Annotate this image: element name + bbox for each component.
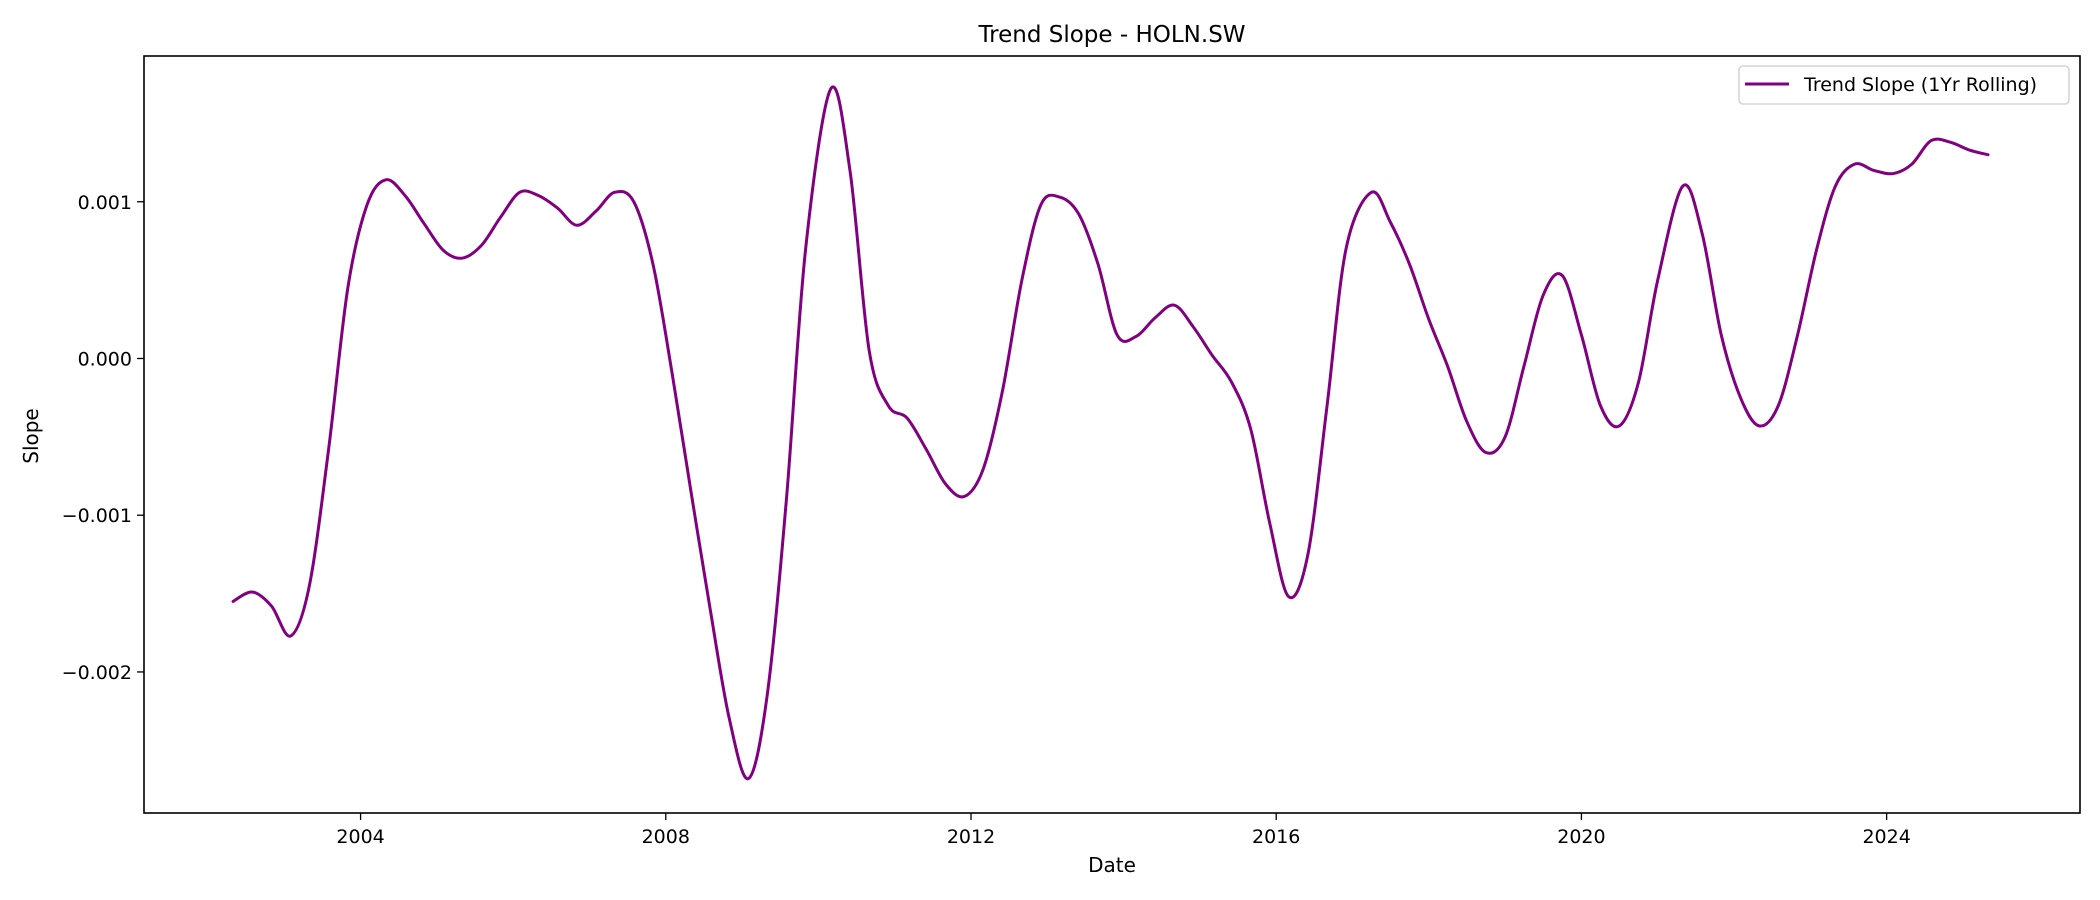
legend-box xyxy=(1738,65,2070,105)
x-tick-label: 2004 xyxy=(336,826,384,848)
x-tick-label: 2012 xyxy=(947,826,995,848)
y-tick-label: 0.000 xyxy=(78,348,132,370)
x-axis-ticks: 2004 2008 2012 2016 2020 2024 xyxy=(336,813,1911,848)
x-axis-label: Date xyxy=(1088,853,1136,877)
x-tick-label: 2024 xyxy=(1862,826,1910,848)
y-tick-label: 0.001 xyxy=(78,192,132,214)
chart-title: Trend Slope - HOLN.SW xyxy=(977,22,1245,48)
x-tick-label: 2020 xyxy=(1557,826,1605,848)
y-axis-ticks: 0.001 0.000 −0.001 −0.002 xyxy=(62,192,144,684)
plot-frame xyxy=(143,55,2081,814)
legend-label: Trend Slope (1Yr Rolling) xyxy=(1803,74,2037,96)
x-tick-label: 2016 xyxy=(1252,826,1300,848)
y-tick-label: −0.001 xyxy=(62,505,132,527)
y-axis-label: Slope xyxy=(19,408,43,464)
series-layer xyxy=(231,85,1990,781)
y-tick-label: −0.002 xyxy=(62,662,132,684)
legend: Trend Slope (1Yr Rolling) xyxy=(1738,65,2070,105)
x-tick-label: 2008 xyxy=(642,826,690,848)
series-line-trend-slope xyxy=(231,85,1990,781)
